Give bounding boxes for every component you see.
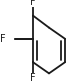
Text: F: F bbox=[0, 34, 6, 44]
Text: F: F bbox=[30, 73, 36, 82]
Text: F: F bbox=[0, 34, 6, 44]
Text: F: F bbox=[30, 0, 36, 7]
Text: F: F bbox=[30, 73, 36, 82]
Text: F: F bbox=[30, 0, 36, 7]
